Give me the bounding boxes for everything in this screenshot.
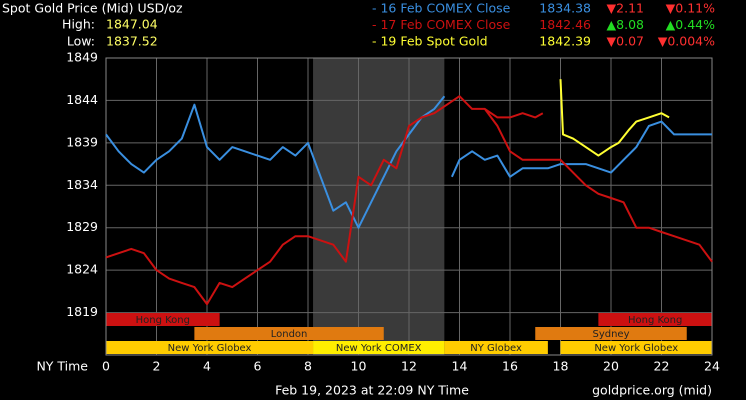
session-label: Hong Kong [628, 315, 682, 326]
session-bar [106, 313, 220, 326]
session-bar [535, 327, 687, 340]
low-label: Low: [67, 34, 95, 49]
source: goldprice.org (mid) [592, 383, 712, 398]
y-tick-label: 1819 [66, 304, 98, 319]
y-tick-label: 1849 [66, 50, 98, 65]
session-label: Sydney [592, 329, 629, 340]
x-axis-label: NY Time [36, 359, 88, 374]
legend-close: 1834.38 [539, 1, 591, 16]
y-tick-label: 1839 [66, 134, 98, 149]
session-label: New York Globex [168, 343, 252, 354]
x-tick-label: 20 [603, 359, 619, 374]
x-tick-label: 22 [654, 359, 670, 374]
x-tick-label: 16 [502, 359, 518, 374]
y-tick-label: 1824 [66, 262, 98, 277]
x-tick-label: 14 [452, 359, 468, 374]
legend-change-pct: ▼0.004% [658, 34, 715, 49]
high-label: High: [62, 17, 95, 32]
legend-change: ▼2.11 [607, 1, 644, 16]
session-bar [560, 341, 712, 354]
session-label: Hong Kong [136, 315, 190, 326]
legend-change-pct: ▲0.44% [666, 17, 715, 32]
price-line [105, 95, 713, 306]
high-value: 1847.04 [106, 17, 158, 32]
session-bar [313, 341, 445, 354]
x-tick-label: 24 [704, 359, 720, 374]
legend-close: 1842.39 [539, 34, 591, 49]
session-bar [444, 341, 548, 354]
legend-change: ▲8.08 [607, 17, 644, 32]
session-bar [194, 327, 384, 340]
session-shade [313, 58, 445, 355]
y-tick-label: 1844 [66, 92, 98, 107]
legend-close: 1842.46 [539, 17, 591, 32]
session-label: NY Globex [470, 343, 522, 354]
legend-change-pct: ▼0.11% [666, 1, 715, 16]
session-bar [106, 341, 314, 354]
y-tick-label: 1829 [66, 219, 98, 234]
legend-name: - 19 Feb Spot Gold [372, 34, 488, 49]
chart-title: Spot Gold Price (Mid) USD/oz [2, 1, 183, 16]
price-line [559, 79, 670, 157]
x-tick-label: 2 [153, 359, 161, 374]
legend-change: ▼0.07 [607, 34, 644, 49]
legend-name: - 17 Feb COMEX Close [372, 17, 511, 32]
x-tick-label: 8 [304, 359, 312, 374]
x-tick-label: 12 [401, 359, 417, 374]
plot-border [105, 57, 713, 356]
legend-name: - 16 Feb COMEX Close [372, 1, 511, 16]
session-label: New York COMEX [336, 343, 422, 354]
low-value: 1837.52 [106, 34, 158, 49]
x-tick-label: 18 [553, 359, 569, 374]
y-tick-label: 1834 [66, 177, 98, 192]
x-tick-label: 10 [351, 359, 367, 374]
timestamp: Feb 19, 2023 at 22:09 NY Time [275, 383, 469, 398]
x-tick-label: 4 [203, 359, 211, 374]
session-bar [598, 313, 712, 326]
x-tick-label: 0 [102, 359, 110, 374]
session-label: New York Globex [594, 343, 678, 354]
session-label: London [271, 329, 308, 340]
x-tick-label: 6 [254, 359, 262, 374]
